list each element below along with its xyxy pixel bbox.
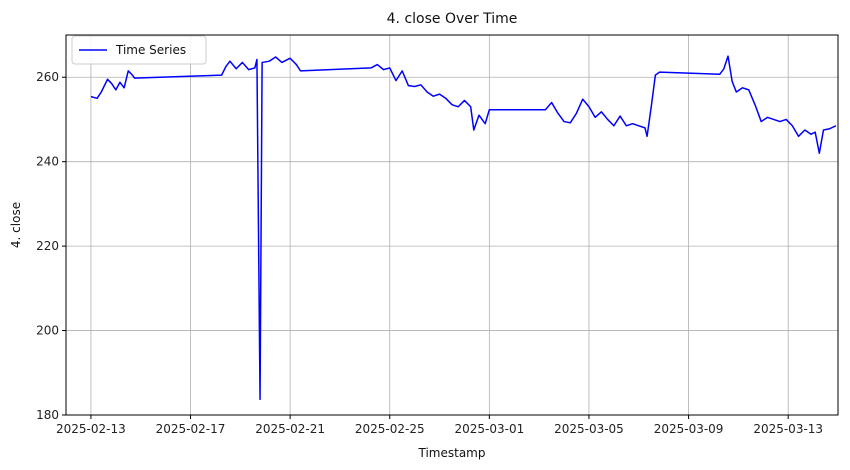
y-tick-label: 240 (36, 155, 59, 169)
y-tick-label: 260 (36, 70, 59, 84)
legend-entry: Time Series (115, 43, 186, 57)
y-axis-title: 4. close (9, 202, 23, 248)
x-tick-label: 2025-03-09 (654, 422, 724, 436)
x-tick-label: 2025-02-13 (56, 422, 126, 436)
x-tick-label: 2025-02-21 (255, 422, 325, 436)
series-layer (90, 55, 837, 401)
y-tick-label: 200 (36, 324, 59, 338)
legend-box (71, 35, 207, 65)
x-tick-label: 2025-03-13 (753, 422, 823, 436)
x-tick-label: 2025-03-01 (454, 422, 524, 436)
legend: Time Series (71, 35, 207, 65)
x-tick-label: 2025-03-05 (554, 422, 624, 436)
grid (66, 35, 838, 416)
y-tick-label: 220 (36, 239, 59, 253)
chart-title: 4. close Over Time (387, 11, 518, 27)
x-tick-label: 2025-02-17 (156, 422, 226, 436)
plot-frame (65, 34, 839, 416)
y-axis: 180 200 220 240 260 (36, 70, 66, 422)
series-line-0 (90, 55, 837, 401)
x-tick-label: 2025-02-25 (355, 422, 425, 436)
y-tick-label: 180 (36, 408, 59, 422)
x-axis-title: Timestamp (418, 446, 486, 460)
x-axis: 2025-02-13 2025-02-17 2025-02-21 2025-02-25… (56, 415, 823, 436)
